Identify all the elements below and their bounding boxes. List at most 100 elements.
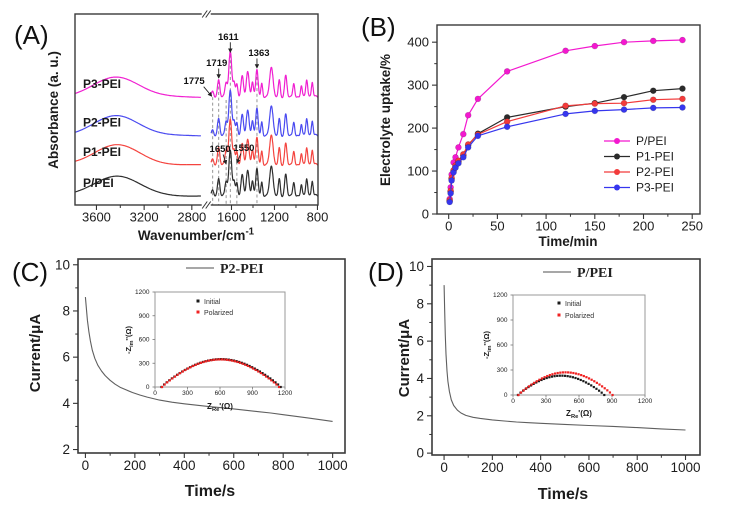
svg-text:0: 0 bbox=[422, 206, 429, 221]
svg-text:300: 300 bbox=[139, 360, 150, 367]
svg-text:1650: 1650 bbox=[210, 144, 231, 155]
svg-text:Polarized: Polarized bbox=[204, 310, 233, 317]
svg-text:Initial: Initial bbox=[565, 301, 582, 308]
svg-text:1200: 1200 bbox=[638, 398, 653, 405]
svg-text:10: 10 bbox=[55, 257, 70, 272]
svg-text:400: 400 bbox=[529, 460, 552, 475]
svg-text:600: 600 bbox=[222, 458, 245, 473]
svg-text:200: 200 bbox=[124, 458, 147, 473]
svg-text:600: 600 bbox=[574, 398, 585, 405]
svg-text:1000: 1000 bbox=[670, 460, 700, 475]
svg-text:P/PEI: P/PEI bbox=[83, 176, 114, 190]
svg-text:800: 800 bbox=[626, 460, 649, 475]
svg-text:250: 250 bbox=[681, 218, 703, 233]
svg-text:P1-PEI: P1-PEI bbox=[636, 150, 674, 164]
panel-d-polarization-chart: 0 200 400 600 800 1000 0 2 4 6 8 10 Time/s Current/μA… bbox=[396, 258, 701, 503]
svg-text:P3-PEI: P3-PEI bbox=[83, 77, 121, 91]
svg-text:Polarized: Polarized bbox=[565, 313, 594, 320]
svg-text:300: 300 bbox=[541, 398, 552, 405]
spectra-curves bbox=[74, 50, 319, 198]
svg-text:200: 200 bbox=[481, 460, 504, 475]
svg-text:3600: 3600 bbox=[82, 210, 111, 225]
svg-text:4: 4 bbox=[416, 371, 424, 386]
svg-text:0: 0 bbox=[82, 458, 90, 473]
svg-text:1200: 1200 bbox=[135, 289, 150, 296]
svg-text:900: 900 bbox=[139, 313, 150, 320]
svg-text:1719: 1719 bbox=[206, 58, 227, 69]
svg-text:800: 800 bbox=[272, 458, 295, 473]
svg-text:Wavenumber/cm-1: Wavenumber/cm-1 bbox=[138, 226, 255, 243]
svg-text:Time/s: Time/s bbox=[538, 486, 589, 503]
svg-text:Current/μA: Current/μA bbox=[396, 319, 413, 398]
svg-text:1550: 1550 bbox=[233, 143, 254, 154]
svg-text:8: 8 bbox=[416, 296, 424, 311]
svg-text:0: 0 bbox=[416, 446, 424, 461]
svg-text:800: 800 bbox=[307, 210, 329, 225]
svg-text:400: 400 bbox=[407, 35, 429, 50]
svg-text:P2-PEI: P2-PEI bbox=[636, 165, 674, 179]
svg-text:0: 0 bbox=[153, 390, 157, 397]
svg-text:P/PEI: P/PEI bbox=[636, 134, 667, 148]
svg-text:100: 100 bbox=[407, 163, 429, 178]
panel-b-label: (B) bbox=[361, 12, 396, 42]
svg-text:Time/s: Time/s bbox=[185, 483, 236, 500]
svg-text:200: 200 bbox=[633, 218, 655, 233]
svg-text:600: 600 bbox=[139, 337, 150, 344]
svg-text:P2-PEI: P2-PEI bbox=[220, 262, 264, 277]
svg-text:8: 8 bbox=[62, 304, 70, 319]
svg-text:0: 0 bbox=[504, 392, 508, 399]
svg-text:1363: 1363 bbox=[248, 48, 269, 59]
svg-text:Initial: Initial bbox=[204, 299, 221, 306]
svg-text:4: 4 bbox=[62, 396, 70, 411]
svg-text:2800: 2800 bbox=[177, 210, 206, 225]
svg-text:1775: 1775 bbox=[184, 76, 206, 87]
svg-text:ZRe'(Ω): ZRe'(Ω) bbox=[207, 402, 233, 413]
svg-text:Time/min: Time/min bbox=[538, 234, 597, 249]
panel-c-label: (C) bbox=[12, 257, 49, 287]
svg-text:900: 900 bbox=[607, 398, 618, 405]
svg-text:200: 200 bbox=[407, 121, 429, 136]
svg-text:300: 300 bbox=[182, 390, 193, 397]
svg-text:10: 10 bbox=[409, 259, 424, 274]
svg-text:P2-PEI: P2-PEI bbox=[83, 116, 121, 130]
panel-d-label: (D) bbox=[368, 257, 405, 287]
svg-text:400: 400 bbox=[173, 458, 196, 473]
svg-text:3200: 3200 bbox=[130, 210, 159, 225]
svg-text:150: 150 bbox=[584, 218, 606, 233]
svg-text:600: 600 bbox=[215, 390, 226, 397]
svg-text:P1-PEI: P1-PEI bbox=[83, 145, 121, 159]
svg-text:1200: 1200 bbox=[260, 210, 289, 225]
svg-text:0: 0 bbox=[440, 460, 448, 475]
svg-text:Electrolyte uptake/%: Electrolyte uptake/% bbox=[378, 54, 393, 186]
svg-text:-Zim''(Ω): -Zim''(Ω) bbox=[482, 331, 493, 359]
panel-c-polarization-chart: 0 200 400 600 800 1000 2 4 6 8 10 Time/s Current/μA P… bbox=[27, 257, 348, 500]
svg-text:900: 900 bbox=[247, 390, 258, 397]
svg-text:0: 0 bbox=[146, 384, 150, 391]
inset-legend: Initial Polarized bbox=[557, 301, 594, 320]
svg-text:0: 0 bbox=[511, 398, 515, 405]
svg-text:Current/μA: Current/μA bbox=[27, 314, 44, 393]
svg-text:600: 600 bbox=[578, 460, 601, 475]
svg-text:P3-PEI: P3-PEI bbox=[636, 181, 674, 195]
svg-text:100: 100 bbox=[535, 218, 557, 233]
svg-text:ZRe'(Ω): ZRe'(Ω) bbox=[566, 409, 592, 420]
panel-a-ftir-chart: P/PEI P1-PEI P2-PEI P3-PEI 3600 3200 2800 1600 1… bbox=[46, 10, 329, 243]
inset-legend: Initial Polarized bbox=[196, 299, 233, 317]
svg-text:1000: 1000 bbox=[318, 458, 348, 473]
svg-text:300: 300 bbox=[497, 367, 508, 374]
panel-a-label: (A) bbox=[14, 20, 49, 50]
panel-b-uptake-chart: 0 50 100 150 200 250 0 100 200 300 400 Time/min Elec… bbox=[378, 24, 703, 249]
svg-text:6: 6 bbox=[62, 350, 70, 365]
svg-text:Absorbance (a. u.): Absorbance (a. u.) bbox=[46, 51, 61, 169]
svg-text:6: 6 bbox=[416, 334, 424, 349]
svg-text:1600: 1600 bbox=[217, 210, 246, 225]
svg-text:P/PEI: P/PEI bbox=[577, 266, 613, 281]
svg-text:900: 900 bbox=[497, 317, 508, 324]
svg-text:600: 600 bbox=[497, 342, 508, 349]
svg-text:2: 2 bbox=[62, 442, 70, 457]
svg-text:-Zim''(Ω): -Zim''(Ω) bbox=[124, 326, 135, 354]
svg-text:50: 50 bbox=[490, 218, 504, 233]
svg-text:1200: 1200 bbox=[278, 390, 293, 397]
